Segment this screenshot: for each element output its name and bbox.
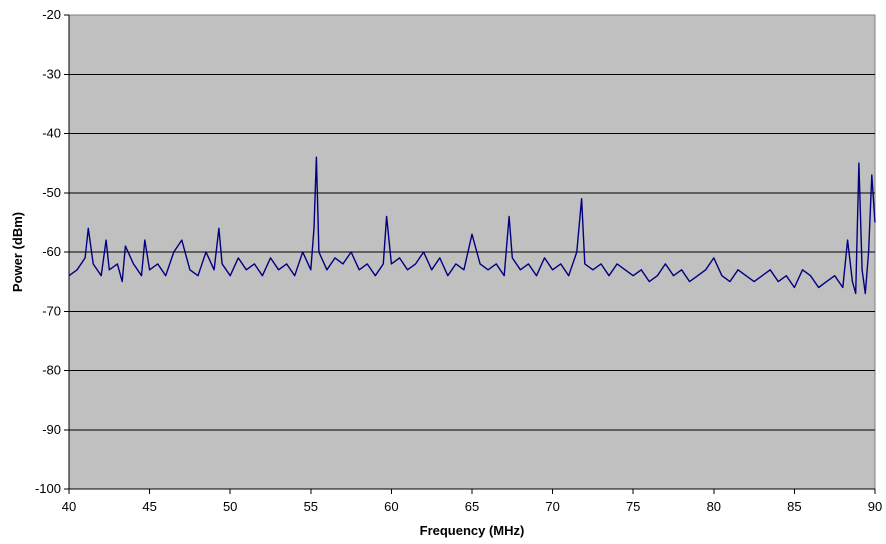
x-tick-label: 85 bbox=[787, 499, 801, 514]
x-tick-label: 40 bbox=[62, 499, 76, 514]
y-tick-label: -20 bbox=[42, 7, 61, 22]
x-tick-label: 90 bbox=[868, 499, 882, 514]
series-line-0 bbox=[68, 156, 876, 295]
series-group bbox=[68, 156, 876, 295]
y-tick-label: -60 bbox=[42, 244, 61, 259]
y-tick-label: -100 bbox=[35, 481, 61, 496]
x-tick-label: 70 bbox=[545, 499, 559, 514]
x-tick-label: 45 bbox=[142, 499, 156, 514]
y-tick-label: -70 bbox=[42, 303, 61, 318]
x-tick-label: 75 bbox=[626, 499, 640, 514]
y-tick-label: -90 bbox=[42, 422, 61, 437]
x-axis-ticks: 40 45 50 55 60 65 70 75 80 85 90 bbox=[62, 489, 882, 514]
y-tick-label: -40 bbox=[42, 126, 61, 141]
x-tick-label: 55 bbox=[304, 499, 318, 514]
grid-lines bbox=[69, 73, 875, 431]
y-tick-label: -30 bbox=[42, 66, 61, 81]
x-axis-title: Frequency (MHz) bbox=[420, 523, 525, 538]
x-tick-label: 80 bbox=[707, 499, 721, 514]
y-tick-label: -50 bbox=[42, 185, 61, 200]
y-tick-label: -80 bbox=[42, 363, 61, 378]
x-tick-label: 50 bbox=[223, 499, 237, 514]
x-tick-label: 65 bbox=[465, 499, 479, 514]
x-tick-label: 60 bbox=[384, 499, 398, 514]
y-axis-title: Power (dBm) bbox=[10, 212, 25, 292]
y-axis-ticks: -20 -30 -40 -50 -60 -70 -80 -90 -100 bbox=[35, 7, 69, 496]
